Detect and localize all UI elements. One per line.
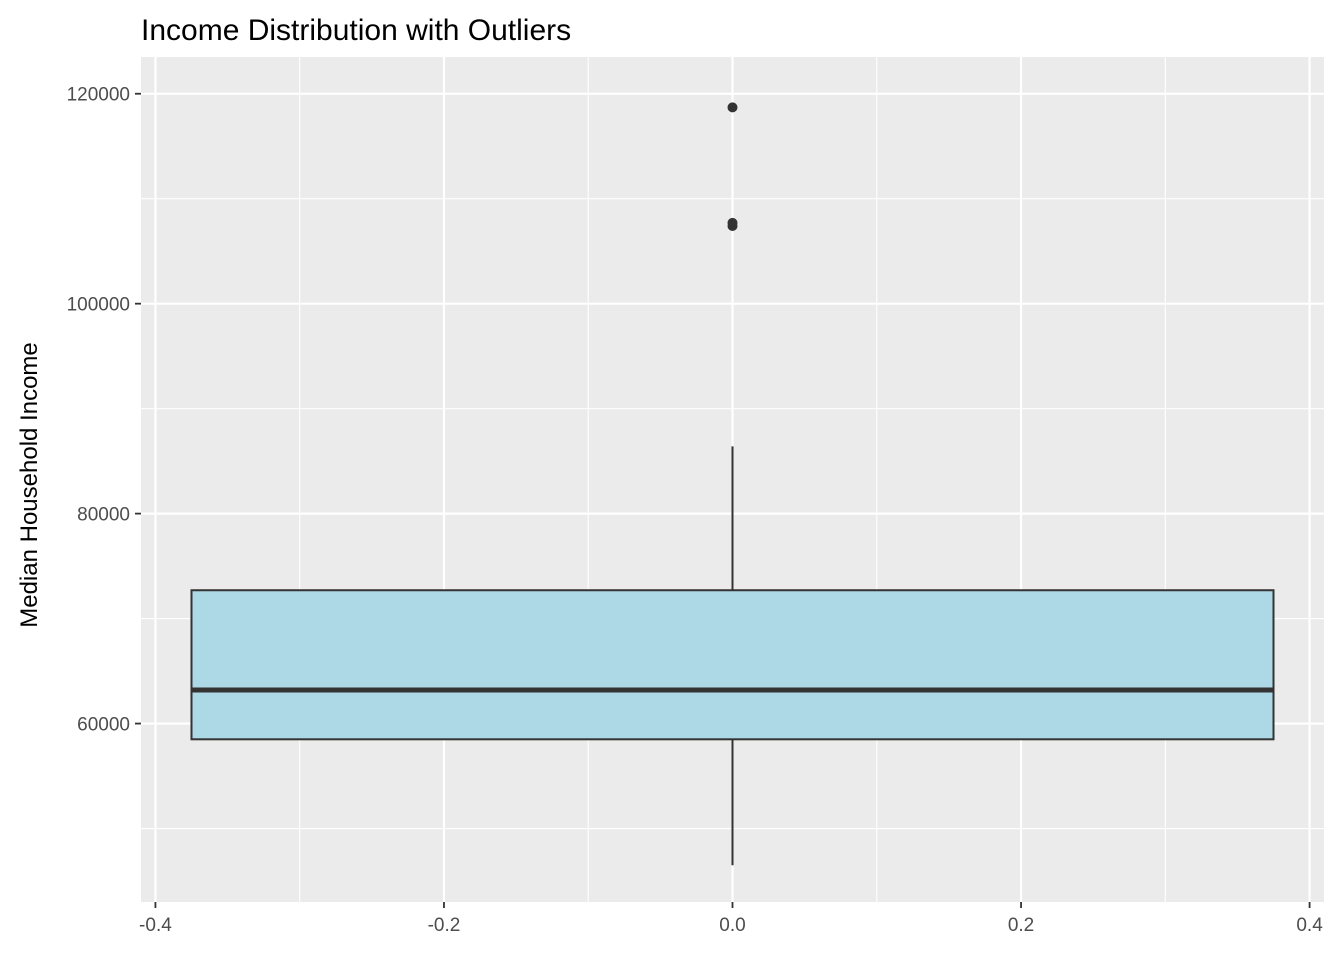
interquartile-box <box>190 589 1275 741</box>
x-tick-label: -0.4 <box>139 915 172 936</box>
y-axis-label: Median Household Income <box>16 342 43 628</box>
y-tick-label: 100000 <box>67 295 130 316</box>
plot-marks <box>190 102 1275 866</box>
y-axis: 60000 80000 100000 120000 <box>67 85 141 736</box>
y-tick-label: 120000 <box>67 85 130 106</box>
outlier-point <box>727 102 738 113</box>
x-tick-label: 0.4 <box>1296 915 1323 936</box>
y-tick-label: 80000 <box>77 505 130 526</box>
y-tick-label: 60000 <box>77 715 130 736</box>
x-axis: -0.4 -0.2 0.0 0.2 0.4 <box>139 902 1323 936</box>
x-tick-label: -0.2 <box>428 915 461 936</box>
x-tick-label: 0.0 <box>719 915 745 936</box>
chart-title: Income Distribution with Outliers <box>141 14 571 47</box>
outlier-point <box>727 217 738 228</box>
x-tick-label: 0.2 <box>1008 915 1034 936</box>
